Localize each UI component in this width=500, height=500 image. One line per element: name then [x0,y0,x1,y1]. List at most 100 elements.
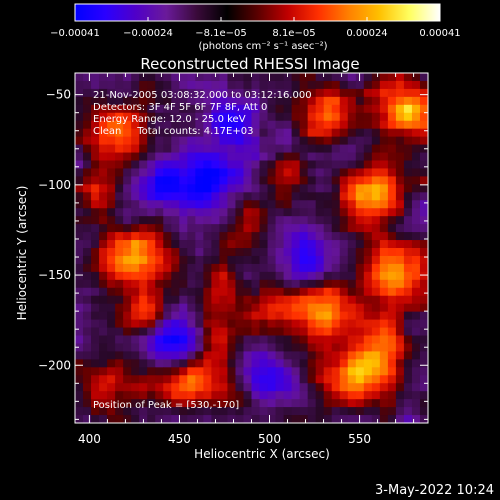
heatmap-cell [267,399,276,408]
heatmap-cell [99,232,108,241]
heatmap-cell [139,319,148,328]
heatmap-cell [147,200,156,209]
heatmap-cell [107,391,116,400]
heatmap-cell [379,248,389,257]
heatmap-cell [115,415,124,424]
heatmap-cell [107,80,116,90]
heatmap-cell [99,335,108,344]
heatmap-cell [211,184,220,193]
heatmap-cell [163,303,172,313]
heatmap-cell [363,327,373,336]
heatmap-cell [83,327,92,336]
heatmap-cell [283,271,293,281]
heatmap-cell [99,176,108,185]
heatmap-cell [347,80,357,90]
heatmap-cell [115,248,124,257]
y-axis-label: Heliocentric Y (arcsec) [15,186,29,321]
heatmap-cell [363,240,373,249]
heatmap-cell [75,80,84,90]
heatmap-cell [371,343,381,352]
heatmap-cell [91,383,100,392]
heatmap-cell [91,415,100,424]
heatmap-cell [139,343,148,352]
heatmap-cell [91,128,100,138]
heatmap-cell [243,152,252,161]
heatmap-cell [395,128,405,138]
heatmap-cell [83,144,92,153]
heatmap-cell [203,327,212,336]
heatmap-cell [203,96,212,106]
heatmap-cell [387,295,397,305]
heatmap-cell [219,112,228,122]
heatmap-cell [251,240,260,249]
heatmap-cell [243,351,252,360]
heatmap-cell [211,391,220,400]
heatmap-cell [179,200,188,209]
heatmap-cell [267,160,276,169]
heatmap-cell [267,375,276,384]
heatmap-cell [283,383,293,392]
heatmap-cell [171,279,180,289]
heatmap-cell [379,359,389,368]
heatmap-cell [323,271,333,281]
heatmap-cell [355,104,365,114]
heatmap-cell [243,168,252,177]
heatmap-cell [331,311,341,320]
heatmap-cell [211,160,220,169]
heatmap-cell [251,216,260,225]
heatmap-cell [131,295,140,305]
heatmap-cell [315,200,325,209]
heatmap-cell [99,351,108,360]
heatmap-cell [387,248,397,257]
heatmap-cell [387,232,397,241]
heatmap-cell [403,279,413,289]
heatmap-cell [275,375,284,384]
heatmap-cell [171,248,180,257]
heatmap-cell [411,200,421,209]
heatmap-cell [371,407,381,416]
heatmap-cell [371,367,381,376]
heatmap-cell [379,184,389,193]
heatmap-cell [227,240,236,249]
heatmap-cell [131,73,140,82]
heatmap-cell [339,73,349,82]
heatmap-cell [139,152,148,161]
heatmap-cell [419,319,429,328]
colorbar-tick-label: −0.00024 [123,28,173,39]
heatmap-cell [275,192,284,201]
heatmap-cell [203,152,212,161]
heatmap-cell [203,168,212,177]
heatmap-cell [371,359,381,368]
heatmap-cell [419,152,429,161]
heatmap-cell [219,359,228,368]
heatmap-cell [131,144,140,153]
heatmap-cell [115,192,124,201]
heatmap-cell [299,248,309,257]
heatmap-cell [123,152,132,161]
heatmap-cell [195,399,204,408]
heatmap-cell [107,343,116,352]
heatmap-cell [347,263,357,273]
heatmap-cell [115,96,124,106]
heatmap-cell [163,128,172,138]
heatmap-cell [323,319,333,328]
heatmap-cell [107,224,116,233]
heatmap-cell [131,80,140,90]
heatmap-cell [387,224,397,233]
heatmap-cell [219,375,228,384]
heatmap-cell [99,73,108,82]
heatmap-cell [283,407,293,416]
heatmap-cell [83,96,92,106]
heatmap-cell [163,327,172,336]
heatmap-cell [395,200,405,209]
heatmap-cell [339,80,349,90]
heatmap-cell [411,279,421,289]
heatmap-cell [411,271,421,281]
heatmap-cell [99,144,108,153]
heatmap-cell [371,176,381,185]
heatmap-cell [283,80,293,90]
heatmap-cell [195,208,204,217]
heatmap-cell [227,88,236,98]
heatmap-cell [83,152,92,161]
heatmap-cell [291,80,301,90]
